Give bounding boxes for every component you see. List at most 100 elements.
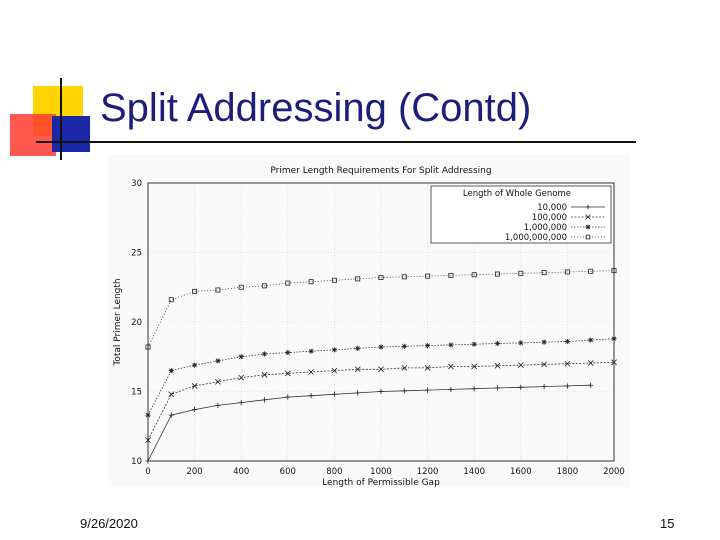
slide-number: 15 xyxy=(660,516,675,531)
data-point xyxy=(448,342,454,348)
data-point xyxy=(378,275,384,281)
y-tick-label: 15 xyxy=(131,388,142,398)
data-point xyxy=(331,277,337,283)
decor-blue-square xyxy=(52,116,90,152)
data-point xyxy=(145,412,151,418)
x-tick-label: 1400 xyxy=(463,467,485,477)
data-point xyxy=(425,387,431,393)
data-point xyxy=(331,367,338,374)
x-tick-label: 0 xyxy=(145,467,150,477)
data-point xyxy=(541,270,547,276)
slide-date: 9/26/2020 xyxy=(80,516,138,531)
series-lines xyxy=(145,268,617,464)
data-point xyxy=(308,369,314,375)
data-point xyxy=(308,348,314,354)
data-point xyxy=(518,340,524,346)
slide-title: Split Addressing (Contd) xyxy=(100,86,532,130)
data-point xyxy=(238,284,244,290)
series-line xyxy=(147,384,591,462)
data-point xyxy=(495,271,500,277)
data-point xyxy=(425,273,431,279)
data-point xyxy=(192,362,198,368)
y-tick-label: 25 xyxy=(131,249,142,259)
data-point xyxy=(517,362,524,368)
data-point xyxy=(285,394,291,400)
series-line xyxy=(147,270,615,348)
legend-label: 1,000,000 xyxy=(524,223,567,233)
data-point xyxy=(215,402,221,408)
data-point xyxy=(424,364,431,371)
data-point xyxy=(425,343,431,349)
x-tick-label: 2000 xyxy=(603,467,625,477)
data-point xyxy=(401,388,407,394)
data-point xyxy=(471,341,477,347)
x-axis-label: Length of Permissible Gap xyxy=(322,478,440,487)
data-point xyxy=(168,368,174,374)
decor-red-square xyxy=(10,114,56,156)
data-point xyxy=(354,366,361,373)
data-point xyxy=(611,268,617,274)
data-point xyxy=(564,269,570,275)
data-point xyxy=(285,280,291,286)
data-point xyxy=(285,349,291,356)
data-point xyxy=(494,385,501,391)
data-point xyxy=(238,374,245,381)
data-point xyxy=(168,297,174,303)
legend-marker xyxy=(585,234,591,240)
chart-title: Primer Length Requirements For Split Add… xyxy=(270,166,491,176)
x-tick-label: 1200 xyxy=(417,467,439,477)
legend-box xyxy=(430,185,612,244)
legend-marker xyxy=(585,214,591,220)
data-point xyxy=(191,383,198,389)
decor-vertical-line xyxy=(60,78,62,160)
legend-label: 1,000,000,000 xyxy=(505,233,567,243)
x-tick-label: 200 xyxy=(186,467,202,477)
plot-frame xyxy=(147,182,615,462)
axis-ticks: 0 200 400 600 800 1000 1200 1400 1600 1800 2000 10 1… xyxy=(131,179,625,477)
data-point xyxy=(331,391,337,397)
x-tick-label: 600 xyxy=(280,467,296,477)
data-point xyxy=(215,358,221,364)
data-point xyxy=(168,391,175,398)
data-point xyxy=(448,386,454,393)
data-point xyxy=(378,366,384,373)
data-point xyxy=(448,363,454,370)
data-point xyxy=(564,360,571,367)
data-point xyxy=(261,397,268,403)
data-point xyxy=(192,406,198,413)
data-point xyxy=(378,388,384,395)
y-axis-label: Total Primer Length xyxy=(113,278,123,366)
data-point xyxy=(541,339,547,345)
data-point xyxy=(611,336,617,342)
data-point xyxy=(587,360,594,366)
data-point xyxy=(448,272,454,278)
x-tick-label: 1600 xyxy=(510,467,532,477)
data-point xyxy=(401,364,408,371)
data-point xyxy=(471,272,477,278)
data-point xyxy=(262,283,267,289)
data-point xyxy=(494,340,501,347)
data-point xyxy=(215,287,221,293)
data-point xyxy=(215,378,221,385)
data-point xyxy=(471,386,477,392)
legend-label: 100,000 xyxy=(532,213,567,223)
data-point xyxy=(494,362,501,369)
legend-marker xyxy=(585,204,591,210)
title-underline xyxy=(36,141,636,143)
data-point xyxy=(284,370,291,377)
data-point xyxy=(261,371,268,378)
data-point xyxy=(518,270,524,276)
data-point xyxy=(471,363,478,370)
data-point xyxy=(378,344,384,350)
data-point xyxy=(355,276,361,282)
data-point xyxy=(308,279,314,285)
data-point xyxy=(238,354,244,360)
data-point xyxy=(588,382,594,388)
data-point xyxy=(401,343,407,349)
y-tick-label: 10 xyxy=(131,457,142,467)
data-point xyxy=(145,344,151,350)
primer-length-chart: Primer Length Requirements For Split Add… xyxy=(108,155,630,487)
data-point xyxy=(261,351,268,357)
legend-title: Length of Whole Genome xyxy=(463,189,571,199)
data-point xyxy=(611,359,617,366)
